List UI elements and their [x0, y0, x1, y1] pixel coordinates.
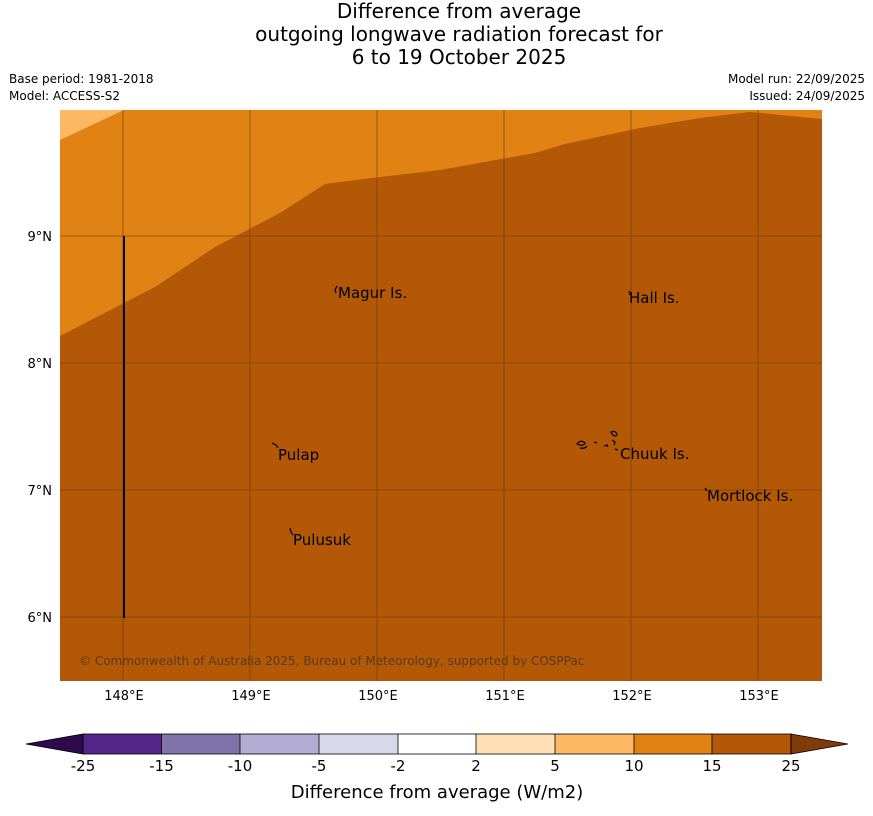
- tick-8n: 8°N: [28, 357, 53, 372]
- colorbar-label: -5: [312, 757, 327, 775]
- pulusuk-island-shape: [289, 527, 294, 536]
- tick-149e: 149°E: [231, 689, 271, 704]
- colorbar-bin-6: [476, 734, 555, 754]
- island-outlines: [271, 285, 708, 536]
- colorbar-label: -2: [391, 757, 406, 775]
- lon-tick-labels: 148°E 149°E 150°E 151°E 152°E 153°E: [104, 689, 779, 704]
- colorbar-title: Difference from average (W/m2): [291, 782, 583, 803]
- colorbar-label: 10: [624, 757, 643, 775]
- colorbar-bin-5: [398, 734, 476, 754]
- label-chuuk: Chuuk Is.: [620, 445, 689, 463]
- meridians: [122, 110, 759, 681]
- base-period: Base period: 1981-2018: [9, 72, 154, 86]
- tick-152e: 152°E: [612, 689, 652, 704]
- colorbar-label: 5: [550, 757, 560, 775]
- anomaly-fill-5-10: [60, 110, 124, 140]
- magur-island-shape: [334, 285, 338, 294]
- hall-island-shape: [628, 290, 631, 296]
- colorbar-label: -15: [149, 757, 174, 775]
- anomaly-fill-10-15: [60, 110, 822, 336]
- issued-date: Issued: 24/09/2025: [749, 89, 865, 103]
- map-title: Difference from average outgoing longwav…: [0, 0, 873, 69]
- meta-right: Model run: 22/09/2025 Issued: 24/09/2025: [728, 71, 865, 105]
- colorbar-bin-8: [634, 734, 712, 754]
- tick-7n: 7°N: [28, 484, 53, 499]
- colorbar-bin-4: [319, 734, 398, 754]
- model-run: Model run: 22/09/2025: [727, 72, 865, 86]
- map-area[interactable]: Magur Is. Hall Is. Pulap Chuuk Is. Mortl…: [60, 110, 822, 681]
- colorbar-label: 15: [702, 757, 721, 775]
- colorbar-bin-3: [240, 734, 319, 754]
- model-name: Model: ACCESS-S2: [9, 89, 121, 103]
- colorbar: -25 -15 -10 -5 -2 2 5 10 15 25 Differenc…: [25, 733, 849, 803]
- title-line-1: Difference from average: [336, 0, 582, 23]
- mortlock-island-shape: [704, 487, 708, 492]
- colorbar-dividers: [82, 734, 792, 754]
- label-magur: Magur Is.: [338, 284, 407, 302]
- tick-9n: 9°N: [28, 230, 53, 245]
- colorbar-outline: [82, 733, 792, 755]
- meta-left: Base period: 1981-2018 Model: ACCESS-S2: [9, 71, 154, 105]
- tick-153e: 153°E: [739, 689, 779, 704]
- lat-tick-labels: 9°N 8°N 7°N 6°N: [28, 230, 53, 626]
- colorbar-label: -25: [71, 757, 96, 775]
- tick-148e: 148°E: [104, 689, 144, 704]
- colorbar-label: 2: [471, 757, 481, 775]
- copyright-notice: © Commonwealth of Australia 2025, Bureau…: [79, 654, 584, 668]
- label-mortlock: Mortlock Is.: [707, 487, 793, 505]
- colorbar-arrow-low: [25, 733, 84, 755]
- tick-151e: 151°E: [485, 689, 525, 704]
- title-line-3: 6 to 19 October 2025: [351, 45, 567, 69]
- tick-6n: 6°N: [28, 611, 53, 626]
- title-line-2: outgoing longwave radiation forecast for: [255, 22, 663, 46]
- tick-150e: 150°E: [358, 689, 398, 704]
- colorbar-arrow-high: [790, 733, 849, 755]
- colorbar-bin-1: [83, 734, 162, 754]
- colorbar-bin-7: [555, 734, 634, 754]
- colorbar-bin-9: [712, 734, 791, 754]
- colorbar-label: -10: [228, 757, 253, 775]
- chuuk-lagoon-shape: [576, 430, 619, 451]
- colorbar-bin-2: [161, 734, 240, 754]
- pulap-island-shape: [271, 442, 279, 449]
- label-pulusuk: Pulusuk: [293, 531, 351, 549]
- label-pulap: Pulap: [278, 446, 319, 464]
- colorbar-label: 25: [781, 757, 800, 775]
- parallels: [60, 235, 822, 618]
- label-hall: Hall Is.: [629, 289, 680, 307]
